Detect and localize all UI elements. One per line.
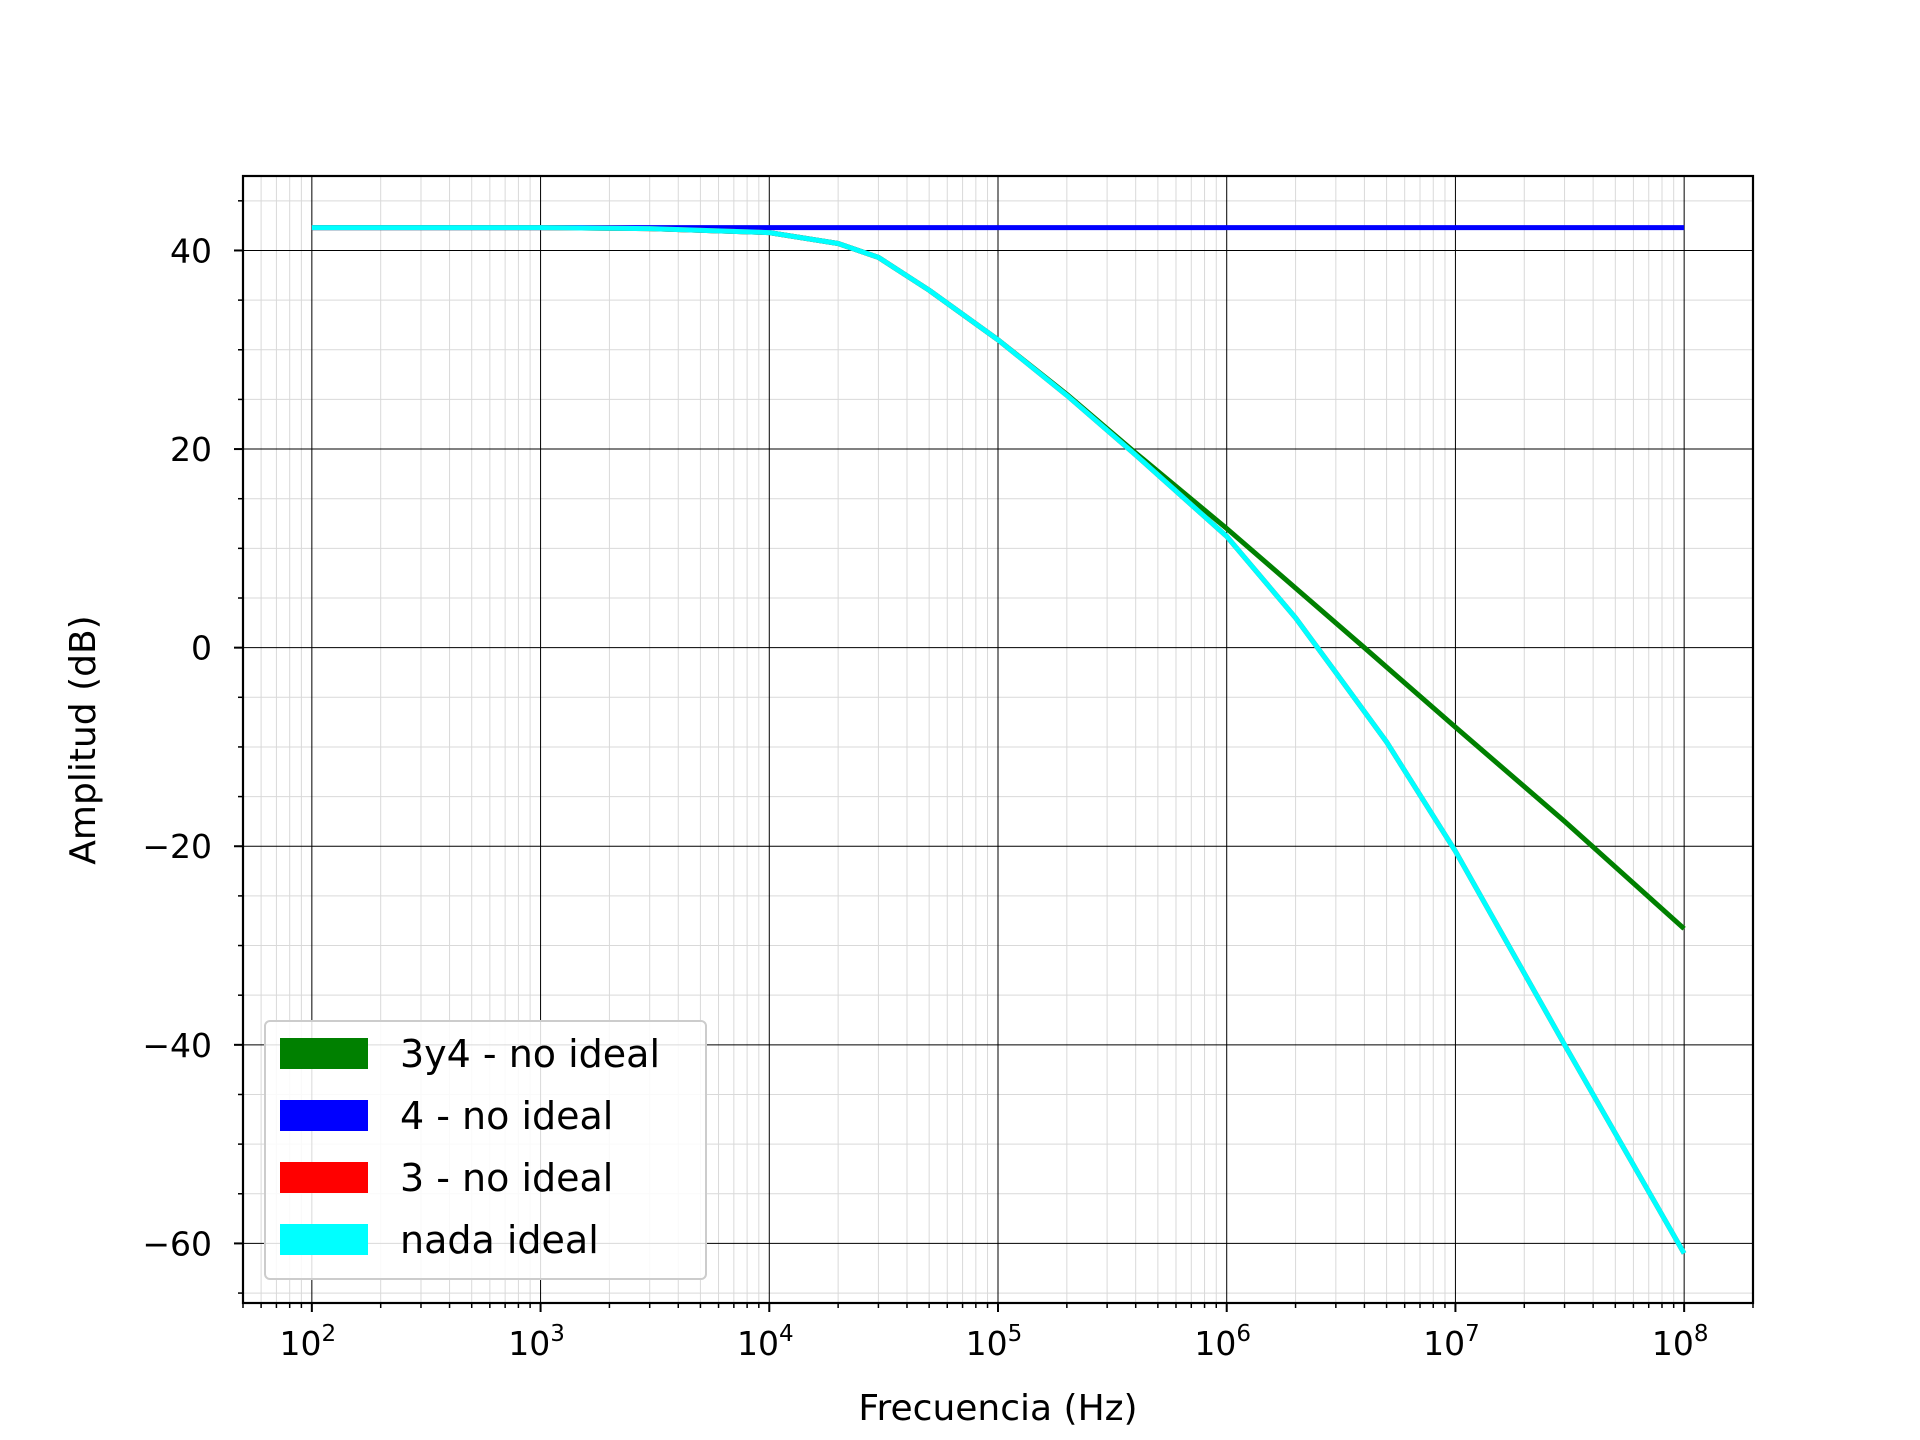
legend-box: [264, 1020, 707, 1280]
y-tick-labels: 40 20 0 −20 −40 −60: [142, 231, 212, 1263]
y-tick-label: 20: [170, 430, 212, 469]
x-tick-label: 107: [1423, 1321, 1480, 1363]
x-tick-label: 108: [1652, 1321, 1709, 1363]
legend-swatch: [280, 1100, 368, 1131]
legend-swatch: [280, 1224, 368, 1255]
x-tick-label: 105: [966, 1321, 1023, 1363]
x-tick-label: 102: [280, 1321, 337, 1363]
x-tick-label: 106: [1194, 1321, 1251, 1363]
legend-label: nada ideal: [400, 1218, 599, 1262]
legend-label: 4 - no ideal: [400, 1094, 613, 1138]
legend: 3y4 - no ideal 4 - no ideal 3 - no ideal…: [264, 1020, 707, 1280]
y-tick-label: 0: [191, 629, 212, 668]
x-tick-labels: 102 103 104 105 106 107 108: [280, 1321, 1709, 1363]
legend-label: 3y4 - no ideal: [400, 1032, 660, 1076]
x-axis-label: Frecuencia (Hz): [858, 1388, 1137, 1429]
series-line-3: [311, 225, 1687, 1255]
y-tick-label: −20: [142, 827, 212, 866]
y-tick-label: 40: [170, 231, 212, 270]
axis-ticks: [234, 200, 1754, 1312]
x-tick-label: 104: [737, 1321, 794, 1363]
legend-swatch: [280, 1038, 368, 1069]
y-tick-label: −40: [142, 1026, 212, 1065]
y-tick-label: −60: [142, 1224, 212, 1263]
series-lines: [311, 225, 1687, 1255]
legend-swatch: [280, 1162, 368, 1193]
x-tick-label: 103: [508, 1321, 565, 1363]
legend-label: 3 - no ideal: [400, 1156, 613, 1200]
y-axis-label: Amplitud (dB): [63, 615, 104, 864]
